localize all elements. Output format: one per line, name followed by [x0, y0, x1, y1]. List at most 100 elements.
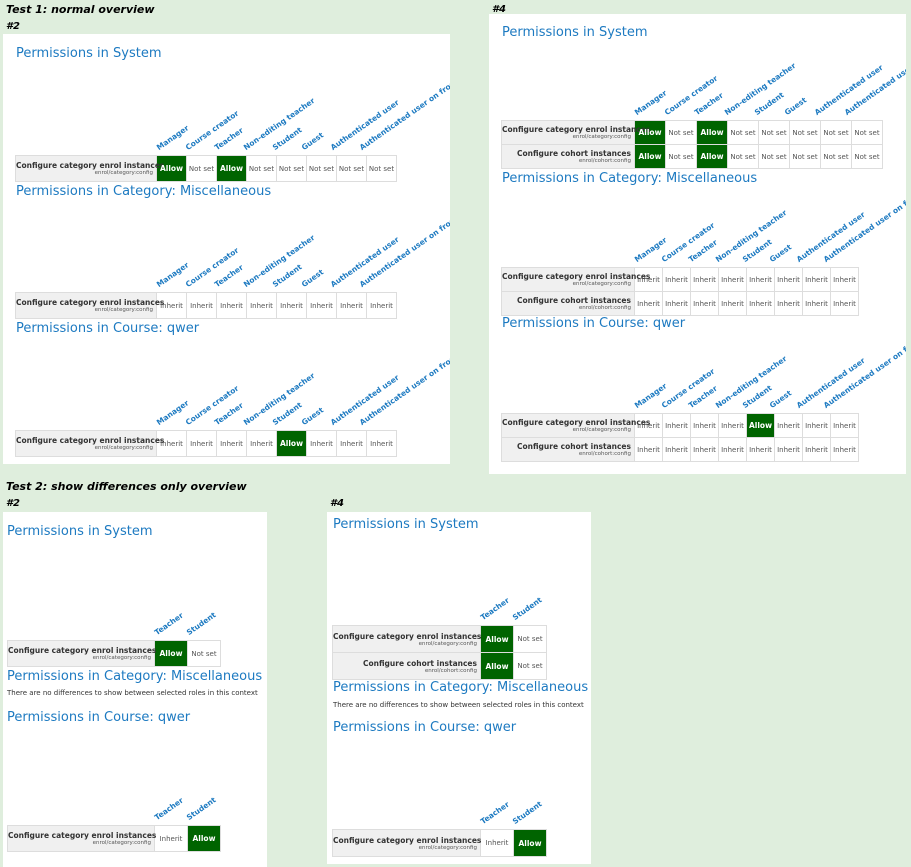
permission-cell-authenticated-user[interactable]: Not set: [820, 144, 852, 169]
permission-cell-teacher[interactable]: Allow: [216, 155, 247, 182]
permission-cell-course-creator[interactable]: Not set: [665, 120, 697, 145]
permission-cell-student[interactable]: Inherit: [746, 291, 775, 316]
permission-cell-teacher[interactable]: Allow: [154, 640, 188, 667]
permission-cell-authenticated-user[interactable]: Inherit: [802, 291, 831, 316]
permission-cell-manager[interactable]: Inherit: [634, 291, 663, 316]
permission-cell-authenticated-user-on-frontpage[interactable]: Inherit: [830, 437, 859, 462]
table-row: Configure category enrol instances enrol/…: [7, 825, 221, 852]
permission-cell-manager[interactable]: Allow: [156, 155, 187, 182]
permission-cell-teacher[interactable]: Allow: [480, 625, 514, 653]
permission-cell-student[interactable]: Not set: [187, 640, 221, 667]
permission-cell-student[interactable]: Allow: [276, 430, 307, 457]
permission-cell-student[interactable]: Not set: [276, 155, 307, 182]
permission-cell-authenticated-user-on-frontpage[interactable]: Inherit: [830, 267, 859, 292]
permission-cell-teacher[interactable]: Inherit: [690, 437, 719, 462]
permission-cell-student[interactable]: Inherit: [746, 437, 775, 462]
permission-cell-guest[interactable]: Inherit: [774, 437, 803, 462]
heading-course: Permissions in Course: qwer: [16, 321, 200, 336]
permission-cell-manager[interactable]: Inherit: [634, 437, 663, 462]
table-row: Configure category enrol instances enrol/…: [332, 625, 547, 653]
permission-cell-student[interactable]: Inherit: [746, 267, 775, 292]
permission-cell-non-editing-teacher[interactable]: Inherit: [718, 291, 747, 316]
permission-cell-non-editing-teacher[interactable]: Inherit: [718, 437, 747, 462]
permission-cell-authenticated-user-on-frontpage[interactable]: Not set: [851, 144, 883, 169]
permission-cell-authenticated-user-on-frontpage[interactable]: Not set: [366, 155, 397, 182]
no-differences-message: There are no differences to show between…: [333, 701, 584, 709]
table-row: Configure cohort instances enrol/cohort:c…: [501, 291, 859, 316]
permission-cell-student[interactable]: Allow: [513, 829, 547, 857]
permission-cell-manager[interactable]: Inherit: [156, 292, 187, 319]
permission-cell-guest[interactable]: Inherit: [774, 291, 803, 316]
capability-cell: Configure category enrol instances enrol/…: [501, 267, 650, 292]
permission-cell-authenticated-user[interactable]: Inherit: [802, 413, 831, 438]
permission-cell-non-editing-teacher[interactable]: Inherit: [718, 267, 747, 292]
permissions-table: Configure category enrol instances enrol/…: [15, 292, 397, 319]
permission-cell-student[interactable]: Not set: [758, 144, 790, 169]
permission-cell-non-editing-teacher[interactable]: Inherit: [246, 430, 277, 457]
permission-cell-teacher[interactable]: Inherit: [690, 267, 719, 292]
permission-cell-guest[interactable]: Inherit: [774, 267, 803, 292]
permission-cell-manager[interactable]: Allow: [634, 120, 666, 145]
permission-cell-teacher[interactable]: Allow: [480, 652, 514, 680]
permission-cell-authenticated-user[interactable]: Inherit: [802, 437, 831, 462]
permission-cell-manager[interactable]: Allow: [634, 144, 666, 169]
role-header-student: Student: [184, 610, 218, 637]
permissions-table: Configure category enrol instances enrol/…: [332, 829, 547, 857]
permission-cell-authenticated-user-on-frontpage[interactable]: Not set: [851, 120, 883, 145]
permission-cell-teacher[interactable]: Inherit: [690, 291, 719, 316]
test2-case2-label: #2: [6, 498, 20, 509]
permission-cell-student[interactable]: Not set: [513, 625, 547, 653]
permission-cell-guest[interactable]: Not set: [306, 155, 337, 182]
permission-cell-student[interactable]: Inherit: [276, 292, 307, 319]
permission-cell-non-editing-teacher[interactable]: Inherit: [246, 292, 277, 319]
permission-cell-teacher[interactable]: Inherit: [480, 829, 514, 857]
permission-cell-guest[interactable]: Inherit: [306, 430, 337, 457]
test2-case4-label: #4: [330, 498, 344, 509]
role-header-teacher: Teacher: [152, 795, 185, 822]
heading-category: Permissions in Category: Miscellaneous: [502, 171, 758, 186]
permission-cell-guest[interactable]: Not set: [789, 120, 821, 145]
permission-cell-guest[interactable]: Inherit: [306, 292, 337, 319]
permission-cell-non-editing-teacher[interactable]: Inherit: [718, 413, 747, 438]
permission-cell-authenticated-user-on-frontpage[interactable]: Inherit: [830, 291, 859, 316]
permission-cell-authenticated-user-on-frontpage[interactable]: Inherit: [366, 430, 397, 457]
table-row: Configure cohort instances enrol/cohort:c…: [332, 652, 547, 680]
permission-cell-manager[interactable]: Inherit: [156, 430, 187, 457]
permission-cell-authenticated-user-on-frontpage[interactable]: Inherit: [830, 413, 859, 438]
permission-cell-non-editing-teacher[interactable]: Not set: [727, 144, 759, 169]
permission-cell-non-editing-teacher[interactable]: Not set: [246, 155, 277, 182]
permission-cell-student[interactable]: Allow: [187, 825, 221, 852]
permission-cell-course-creator[interactable]: Inherit: [662, 413, 691, 438]
permission-cell-course-creator[interactable]: Inherit: [662, 291, 691, 316]
permission-cell-course-creator[interactable]: Inherit: [662, 437, 691, 462]
permission-cell-student[interactable]: Not set: [513, 652, 547, 680]
permission-cell-teacher[interactable]: Allow: [696, 144, 728, 169]
permission-cell-authenticated-user-on-frontpage[interactable]: Inherit: [366, 292, 397, 319]
permission-cell-non-editing-teacher[interactable]: Not set: [727, 120, 759, 145]
permission-cell-teacher[interactable]: Inherit: [216, 430, 247, 457]
permission-cell-student[interactable]: Allow: [746, 413, 775, 438]
permission-cell-guest[interactable]: Inherit: [774, 413, 803, 438]
permission-cell-authenticated-user[interactable]: Not set: [336, 155, 367, 182]
role-header-guest: Guest: [299, 405, 326, 427]
capability-cell: Configure category enrol instances enrol/…: [501, 120, 650, 145]
permission-cell-authenticated-user[interactable]: Inherit: [336, 292, 367, 319]
permission-cell-course-creator[interactable]: Inherit: [662, 267, 691, 292]
permission-cell-authenticated-user[interactable]: Not set: [820, 120, 852, 145]
table-row: Configure category enrol instances enrol/…: [15, 155, 397, 182]
permission-cell-student[interactable]: Not set: [758, 120, 790, 145]
permission-cell-course-creator[interactable]: Not set: [665, 144, 697, 169]
permission-cell-course-creator[interactable]: Inherit: [186, 292, 217, 319]
permission-cell-guest[interactable]: Not set: [789, 144, 821, 169]
permission-cell-authenticated-user[interactable]: Inherit: [802, 267, 831, 292]
permission-cell-teacher[interactable]: Inherit: [154, 825, 188, 852]
permission-cell-teacher[interactable]: Inherit: [690, 413, 719, 438]
permission-cell-course-creator[interactable]: Not set: [186, 155, 217, 182]
permission-cell-teacher[interactable]: Allow: [696, 120, 728, 145]
permission-cell-teacher[interactable]: Inherit: [216, 292, 247, 319]
permission-cell-authenticated-user[interactable]: Inherit: [336, 430, 367, 457]
role-header-authenticated-user-on-frontpage: Authenticated user on frontpage: [357, 201, 450, 289]
capability-id: enrol/cohort:config: [578, 451, 631, 457]
permission-cell-course-creator[interactable]: Inherit: [186, 430, 217, 457]
capability-name: Configure category enrol instances: [8, 831, 157, 840]
